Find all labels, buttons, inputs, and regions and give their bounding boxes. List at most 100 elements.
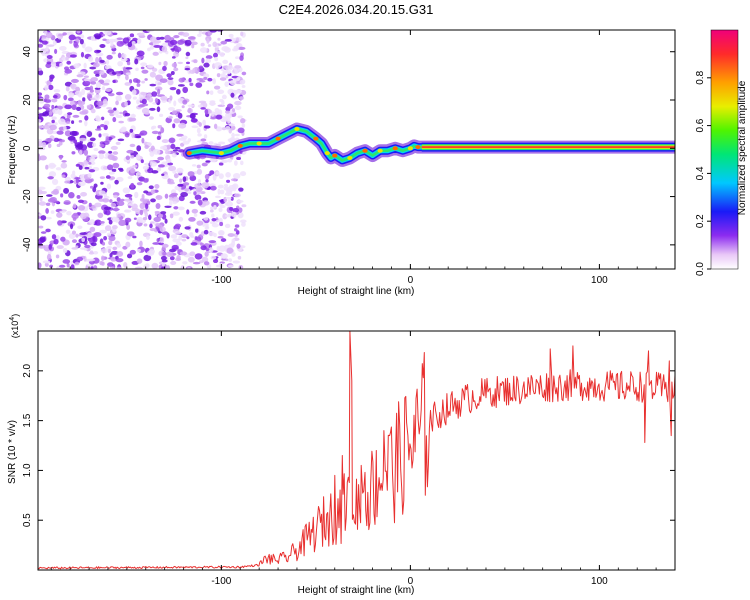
noise-speckle (62, 247, 68, 254)
noise-speckle (225, 75, 229, 79)
noise-speckle (230, 178, 238, 182)
noise-speckle (126, 224, 131, 231)
noise-speckle (64, 104, 73, 110)
noise-speckle (234, 67, 240, 74)
noise-speckle (157, 88, 161, 95)
noise-speckle (239, 55, 244, 61)
noise-speckle (150, 198, 156, 203)
noise-speckle (210, 116, 217, 120)
noise-speckle (210, 111, 215, 117)
noise-speckle (209, 209, 214, 213)
noise-speckle (151, 130, 159, 135)
noise-speckle (46, 194, 53, 197)
noise-speckle (198, 100, 207, 104)
noise-speckle (118, 120, 124, 124)
noise-speckle (38, 125, 44, 129)
noise-speckle (128, 205, 132, 209)
noise-speckle (112, 109, 120, 116)
noise-speckle (205, 58, 212, 64)
noise-speckle (124, 193, 133, 198)
noise-speckle (105, 175, 111, 179)
noise-speckle (209, 206, 215, 210)
noise-speckle (167, 162, 174, 166)
noise-speckle (84, 46, 93, 53)
noise-speckle (115, 91, 124, 96)
noise-speckle (173, 173, 179, 179)
noise-speckle (210, 185, 217, 191)
noise-speckle (136, 99, 140, 105)
noise-speckle (47, 44, 55, 47)
noise-speckle (62, 259, 71, 264)
noise-speckle (171, 152, 177, 158)
noise-speckle (162, 65, 167, 72)
noise-speckle (209, 221, 216, 225)
noise-speckle (95, 117, 102, 122)
noise-speckle (122, 245, 128, 250)
noise-speckle (75, 177, 79, 184)
noise-speckle (188, 217, 196, 222)
noise-speckle (195, 82, 203, 88)
noise-speckle (119, 127, 127, 133)
noise-speckle (173, 67, 179, 72)
noise-speckle (232, 260, 241, 264)
noise-speckle (40, 215, 47, 221)
noise-speckle (48, 171, 57, 178)
noise-speckle (232, 183, 239, 190)
noise-speckle (98, 150, 106, 155)
snr-xtick-label: -100 (211, 576, 231, 587)
spectrogram-ytick-label: 20 (22, 94, 33, 106)
noise-speckle (191, 125, 199, 129)
noise-speckle (129, 128, 134, 133)
noise-speckle (77, 181, 86, 187)
noise-speckle (142, 217, 148, 221)
noise-speckle (120, 198, 125, 202)
noise-speckle (233, 45, 240, 50)
noise-speckle (52, 95, 58, 99)
noise-speckle (43, 98, 47, 103)
noise-speckle (77, 205, 86, 211)
noise-speckle (85, 265, 89, 269)
noise-speckle (149, 223, 153, 229)
noise-speckle (168, 116, 173, 119)
noise-speckle (184, 67, 191, 71)
noise-speckle (86, 155, 90, 162)
noise-speckle (144, 112, 151, 115)
colorbar-tick-label: 0.0 (695, 262, 706, 276)
noise-speckle (241, 221, 246, 227)
noise-speckle (98, 133, 102, 138)
noise-speckle (130, 168, 136, 174)
noise-speckle (38, 119, 42, 123)
noise-speckle (47, 143, 52, 149)
noise-speckle (205, 55, 213, 60)
noise-speckle (104, 156, 109, 159)
noise-speckle (112, 116, 117, 123)
noise-speckle (163, 60, 168, 67)
noise-speckle (222, 70, 228, 74)
noise-speckle (164, 218, 168, 224)
noise-speckle (169, 256, 175, 261)
noise-speckle (218, 141, 226, 145)
noise-speckle (175, 241, 182, 246)
noise-speckle (146, 235, 150, 240)
noise-speckle (186, 209, 190, 215)
noise-speckle (129, 33, 135, 38)
noise-speckle (194, 236, 198, 241)
noise-speckle (201, 57, 205, 64)
noise-speckle (46, 128, 54, 135)
noise-speckle (87, 258, 96, 262)
noise-speckle (154, 97, 159, 104)
snr-ytick-label: 0.5 (22, 513, 33, 527)
noise-speckle (45, 45, 49, 52)
noise-speckle (38, 113, 47, 117)
noise-speckle (155, 36, 161, 41)
noise-speckle (218, 230, 224, 236)
noise-speckle (170, 234, 178, 239)
noise-speckle (182, 261, 188, 265)
noise-speckle (86, 141, 95, 148)
noise-speckle (214, 56, 219, 62)
noise-speckle (74, 261, 80, 266)
noise-speckle (190, 242, 198, 246)
noise-speckle (100, 181, 104, 185)
noise-speckle (185, 51, 191, 57)
noise-speckle (156, 167, 162, 172)
